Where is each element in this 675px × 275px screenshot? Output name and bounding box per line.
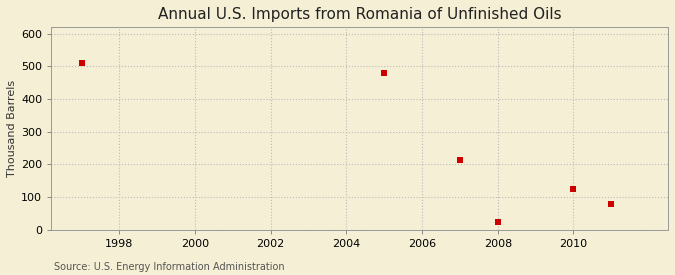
Point [379, 71, 389, 75]
Point [454, 157, 465, 162]
Point [606, 202, 617, 206]
Point [76, 61, 87, 65]
Title: Annual U.S. Imports from Romania of Unfinished Oils: Annual U.S. Imports from Romania of Unfi… [158, 7, 562, 22]
Point [492, 219, 503, 224]
Text: Source: U.S. Energy Information Administration: Source: U.S. Energy Information Administ… [54, 262, 285, 272]
Point [568, 187, 579, 191]
Y-axis label: Thousand Barrels: Thousand Barrels [7, 80, 17, 177]
